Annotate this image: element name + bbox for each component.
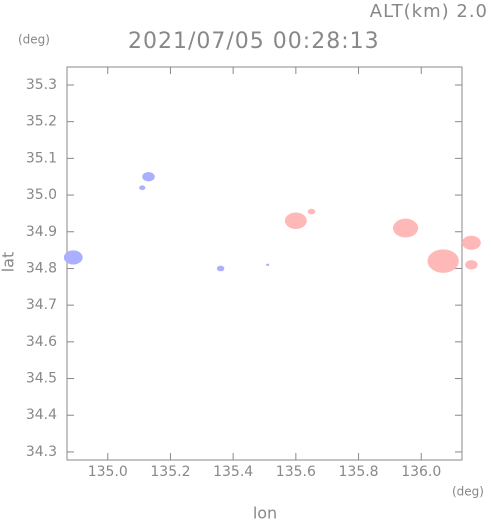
subtitle: ALT(km) 2.0	[370, 1, 488, 22]
y-tick-label: 34.5	[26, 371, 57, 387]
echo	[462, 235, 481, 250]
y-axis-label: lat	[0, 252, 18, 273]
x-tick-label: 135.6	[276, 464, 316, 480]
y-tick-label: 34.8	[26, 260, 57, 276]
x-axis-label: lon	[253, 504, 277, 521]
y-tick-label: 34.9	[26, 224, 57, 240]
plot-frame	[66, 66, 463, 461]
y-tick-label: 35.0	[26, 187, 57, 203]
y-tick-label: 35.2	[26, 114, 57, 130]
y-tick-label: 34.7	[26, 297, 57, 313]
echo	[139, 185, 146, 191]
echo	[465, 260, 478, 270]
x-unit: (deg)	[452, 485, 484, 499]
echo	[63, 250, 83, 265]
chart-title: 2021/07/05 00:28:13	[128, 29, 380, 54]
echo	[307, 208, 316, 215]
x-tick-label: 135.2	[150, 464, 190, 480]
y-unit: (deg)	[18, 33, 50, 47]
echo	[216, 265, 225, 272]
echo	[142, 172, 155, 182]
y-tick-label: 35.3	[26, 77, 57, 93]
y-tick-label: 34.6	[26, 334, 57, 350]
x-tick-label: 135.0	[88, 464, 128, 480]
echo	[427, 249, 459, 273]
y-tick-label: 34.4	[26, 407, 57, 423]
x-tick-label: 135.4	[213, 464, 253, 480]
x-tick-label: 136.0	[401, 464, 441, 480]
x-tick-label: 135.8	[339, 464, 379, 480]
echo	[266, 263, 270, 266]
y-tick-label: 34.3	[26, 444, 57, 460]
echo	[284, 212, 307, 229]
echo	[393, 218, 419, 238]
y-tick-label: 35.1	[26, 150, 57, 166]
